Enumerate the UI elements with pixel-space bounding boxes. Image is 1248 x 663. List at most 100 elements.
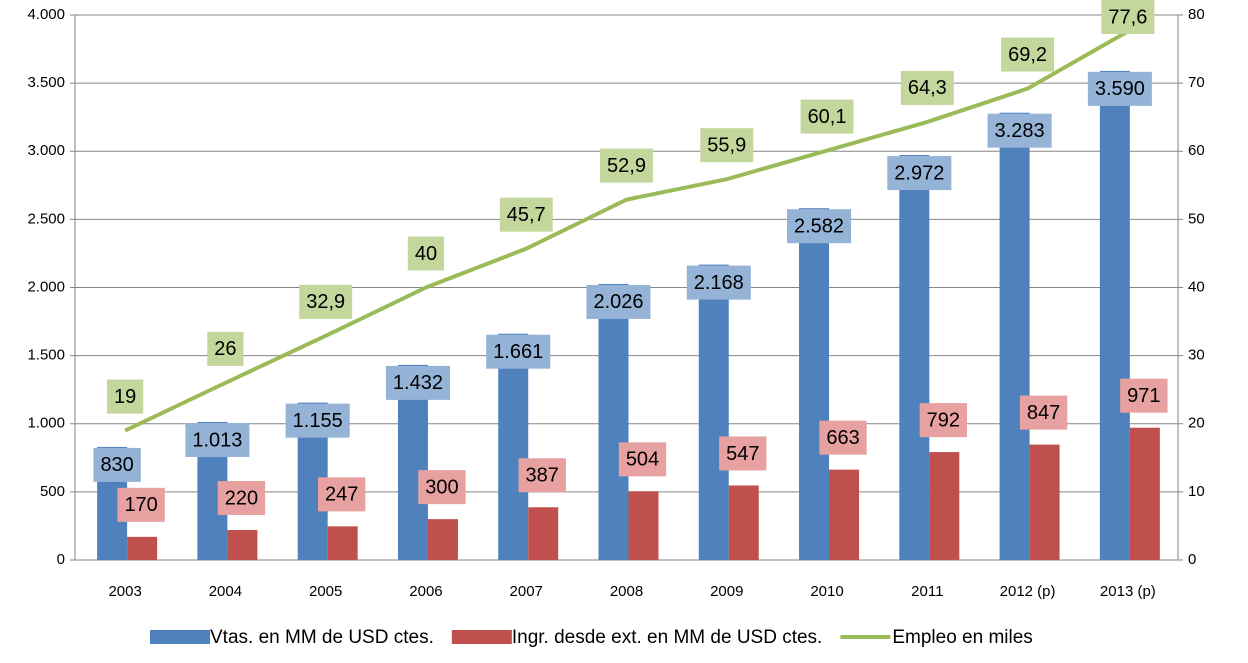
bar	[799, 208, 830, 560]
data-label: 26	[214, 338, 236, 360]
y2-tick-label: 40	[1188, 278, 1205, 295]
bar	[829, 469, 860, 560]
data-label-box	[217, 481, 266, 516]
data-label-box	[600, 148, 653, 183]
data-label: 32,9	[306, 291, 345, 313]
bar	[427, 519, 458, 560]
data-label-box	[987, 113, 1052, 148]
y-tick-label: 1.500	[27, 347, 65, 364]
data-label-box	[887, 156, 952, 191]
data-label-box	[93, 447, 141, 482]
data-label: 52,9	[607, 155, 646, 177]
data-label: 2.582	[794, 215, 844, 237]
bar	[899, 155, 930, 560]
data-label-box	[385, 365, 450, 400]
data-label-box	[418, 470, 466, 505]
legend-swatch	[451, 630, 512, 644]
y2-tick-label: 50	[1188, 210, 1205, 227]
data-label: 77,6	[1108, 6, 1147, 28]
data-label-box	[107, 379, 144, 414]
data-label: 504	[626, 449, 659, 471]
y2-tick-label: 20	[1188, 415, 1205, 432]
data-label: 1.013	[192, 429, 242, 451]
y-tick-label: 3.500	[27, 74, 65, 91]
legend-label: Vtas. en MM de USD ctes.	[210, 627, 434, 648]
data-label: 547	[726, 443, 759, 465]
bar	[327, 526, 358, 560]
data-label: 2.972	[894, 162, 944, 184]
data-label-box	[919, 403, 968, 438]
data-label-box	[686, 265, 751, 300]
data-label: 2.026	[593, 291, 643, 313]
x-tick-label: 2005	[309, 583, 342, 600]
bar	[999, 112, 1030, 560]
y-tick-label: 3.000	[27, 142, 65, 159]
y2-tick-label: 10	[1188, 483, 1205, 500]
x-tick-label: 2008	[610, 583, 643, 600]
data-label-box	[1120, 378, 1168, 413]
data-label-box	[486, 334, 551, 369]
data-label-box	[207, 331, 244, 366]
data-label: 64,3	[908, 77, 947, 99]
data-label: 40	[415, 243, 437, 265]
bar	[528, 507, 559, 560]
data-label: 60,1	[808, 106, 847, 128]
data-label: 1.155	[293, 410, 343, 432]
data-label-box	[285, 403, 350, 438]
data-label: 55,9	[707, 134, 746, 156]
y-tick-label: 2.000	[27, 278, 65, 295]
data-label: 792	[927, 409, 960, 431]
x-tick-label: 2012 (p)	[1000, 583, 1056, 600]
x-tick-label: 2013 (p)	[1100, 583, 1156, 600]
data-label-box	[900, 70, 954, 105]
data-label: 3.283	[995, 120, 1045, 142]
bar	[1099, 70, 1130, 561]
bar	[1029, 444, 1060, 560]
legend-label: Ingr. desde ext. en MM de USD ctes.	[512, 627, 822, 648]
bar	[628, 491, 659, 560]
data-label-box	[787, 209, 852, 244]
data-label: 3.590	[1095, 78, 1145, 100]
data-label: 170	[124, 494, 157, 516]
x-tick-label: 2010	[810, 583, 843, 600]
bar	[698, 264, 729, 560]
y2-tick-label: 70	[1188, 74, 1205, 91]
x-tick-label: 2007	[510, 583, 543, 600]
y-tick-label: 4.000	[27, 6, 65, 23]
y-tick-label: 0	[57, 551, 65, 568]
data-label-box	[719, 436, 767, 471]
data-label: 971	[1127, 385, 1160, 407]
x-tick-label: 2006	[409, 583, 442, 600]
data-label: 1.661	[493, 341, 543, 363]
bar	[498, 333, 529, 560]
data-label-box	[1101, 0, 1155, 34]
line	[124, 29, 1129, 433]
data-label-box	[185, 422, 250, 457]
data-label-box	[499, 197, 553, 232]
bar	[598, 283, 629, 560]
y-tick-label: 500	[40, 483, 65, 500]
data-label-box	[407, 236, 445, 271]
y2-tick-label: 60	[1188, 142, 1205, 159]
data-label-box	[1087, 71, 1152, 106]
data-label: 830	[100, 454, 133, 476]
data-label: 2.168	[694, 272, 744, 294]
data-label-box	[1001, 37, 1055, 72]
x-tick-label: 2003	[108, 583, 141, 600]
data-label-box	[819, 420, 867, 455]
data-label: 19	[114, 386, 136, 408]
bar	[1129, 427, 1160, 560]
data-label: 300	[425, 476, 458, 498]
y-tick-label: 2.500	[27, 210, 65, 227]
legend-label: Empleo en miles	[892, 627, 1032, 648]
data-label-box	[518, 458, 566, 493]
bar	[127, 536, 158, 560]
data-label-box	[800, 99, 854, 134]
bar	[728, 485, 759, 560]
data-label-box	[700, 128, 754, 163]
x-tick-label: 2004	[209, 583, 242, 600]
x-tick-label: 2009	[710, 583, 743, 600]
data-label: 247	[325, 484, 358, 506]
legend-swatch	[150, 630, 210, 644]
